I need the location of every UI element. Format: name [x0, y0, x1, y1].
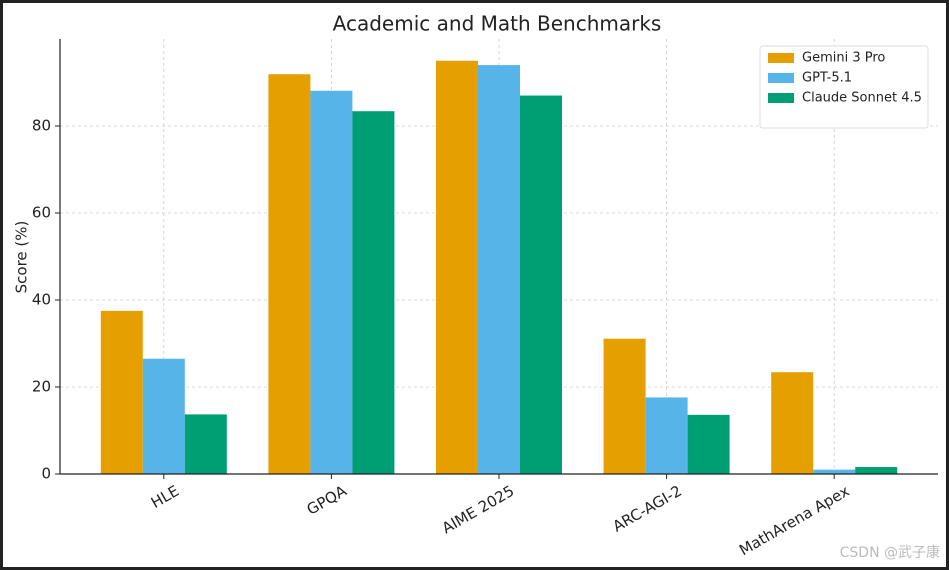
- bar: [100, 310, 143, 474]
- bar: [687, 414, 730, 474]
- legend-label: Gemini 3 Pro: [802, 51, 885, 66]
- chart-title: Academic and Math Benchmarks: [333, 12, 662, 36]
- legend-swatch: [768, 73, 794, 83]
- bar: [310, 90, 353, 474]
- watermark: CSDN @武子康: [840, 544, 940, 561]
- bar: [142, 358, 185, 474]
- bar: [603, 338, 646, 474]
- bar: [855, 467, 898, 474]
- legend: Gemini 3 Pro GPT-5.1 Claude Sonnet 4.5: [759, 45, 929, 129]
- legend-box: [759, 45, 929, 129]
- y-tick-label: 0: [41, 465, 51, 483]
- legend-label: Claude Sonnet 4.5: [802, 91, 922, 106]
- y-tick-label: 20: [32, 378, 51, 396]
- bar: [813, 469, 856, 474]
- bar: [268, 74, 311, 475]
- bar: [352, 111, 395, 475]
- y-tick-label: 80: [32, 117, 51, 135]
- legend-swatch: [768, 93, 794, 103]
- bar: [645, 397, 688, 474]
- bar: [478, 65, 520, 474]
- bar: [771, 372, 814, 474]
- y-tick-label: 40: [32, 291, 51, 309]
- legend-label: GPT-5.1: [802, 71, 852, 86]
- y-axis-label: Score (%): [13, 221, 31, 294]
- bar: [520, 95, 562, 475]
- bar: [436, 60, 478, 474]
- legend-swatch: [768, 53, 794, 63]
- y-tick-label: 60: [32, 204, 51, 222]
- bar: [184, 414, 227, 474]
